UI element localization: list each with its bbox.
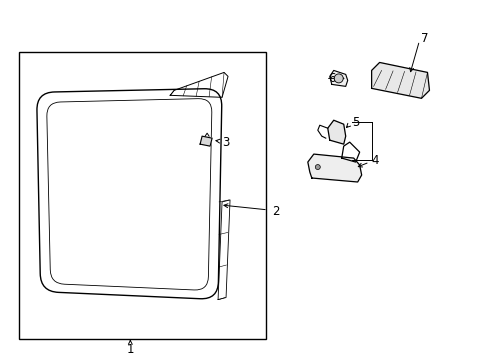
Text: 7: 7 <box>421 32 428 45</box>
Polygon shape <box>200 136 212 146</box>
Text: 1: 1 <box>126 343 134 356</box>
PathPatch shape <box>37 89 221 299</box>
Text: 2: 2 <box>271 205 279 219</box>
Text: 6: 6 <box>327 72 335 85</box>
Polygon shape <box>371 62 428 98</box>
Text: 3: 3 <box>222 136 229 149</box>
Polygon shape <box>307 154 361 182</box>
Polygon shape <box>329 71 347 86</box>
Text: 5: 5 <box>351 116 358 129</box>
Circle shape <box>334 74 343 83</box>
Text: 4: 4 <box>371 154 378 167</box>
Circle shape <box>315 165 320 170</box>
Bar <box>19 53 265 339</box>
Polygon shape <box>327 120 345 144</box>
